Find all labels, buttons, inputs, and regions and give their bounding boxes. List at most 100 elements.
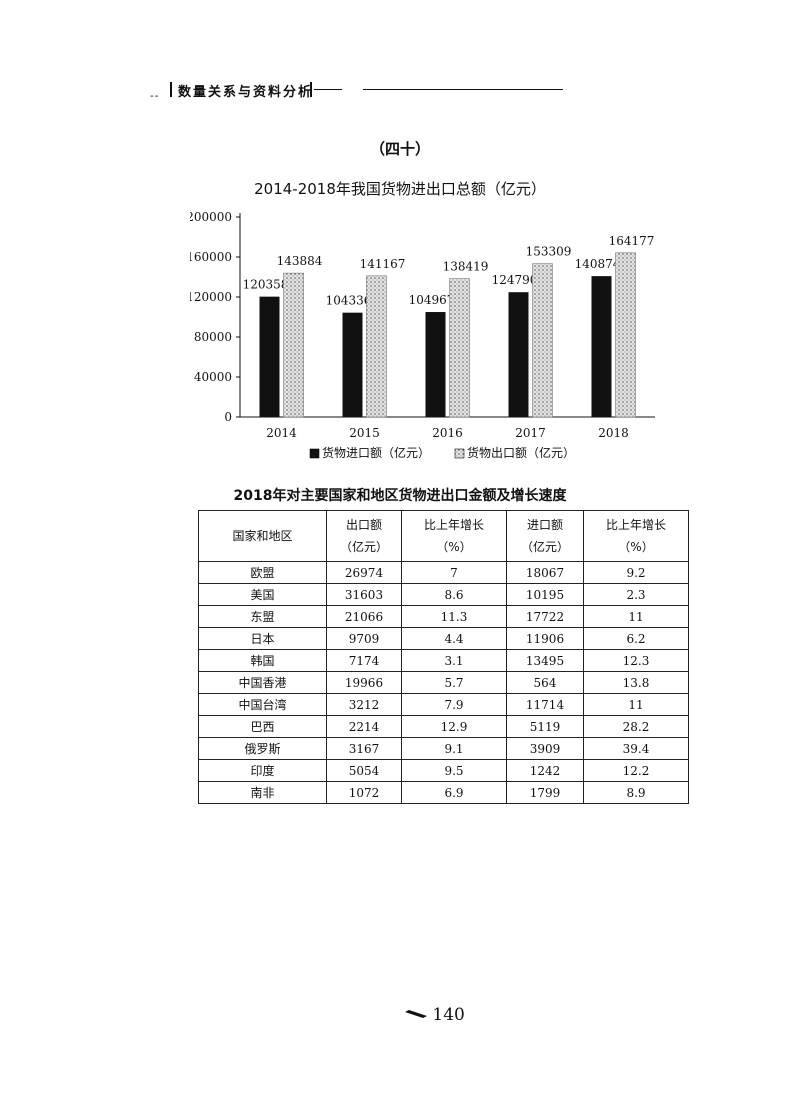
import-growth-cell: 6.2 [583,627,689,650]
import-data-label: 104967 [409,293,455,307]
header-export-growth-line1: 比上年增长 [423,518,484,532]
export-cell: 7174 [326,649,402,672]
import-cell: 564 [506,671,584,694]
page-number: 140 [405,1005,465,1025]
export-data-label: 138419 [443,260,489,274]
header-export: 出口额 （亿元） [326,510,402,562]
export-cell: 5054 [326,759,402,782]
export-growth-cell: 8.6 [401,583,507,606]
region-cell: 中国台湾 [198,693,327,716]
export-growth-cell: 7 [401,561,507,584]
y-tick-label: 40000 [194,370,232,384]
export-bar [449,278,470,418]
export-bar [615,252,636,418]
region-cell: 欧盟 [198,561,327,584]
export-bar [532,263,553,418]
export-cell: 31603 [326,583,402,606]
table-row: 中国香港 19966 5.7 564 13.8 [198,671,689,694]
import-data-label: 140874 [575,257,621,271]
region-cell: 日本 [198,627,327,650]
running-header: -- 数量关系与资料分析 [150,80,660,102]
import-bar [508,292,529,417]
import-cell: 13495 [506,649,584,672]
import-cell: 18067 [506,561,584,584]
table-row: 韩国 7174 3.1 13495 12.3 [198,649,689,672]
import-cell: 1799 [506,781,584,804]
table-row: 欧盟 26974 7 18067 9.2 [198,561,689,584]
import-growth-cell: 12.3 [583,649,689,672]
trade-table: 国家和地区 出口额 （亿元） 比上年增长 （%） 进口额 （亿元） 比上年增长 … [198,510,689,804]
export-cell: 3167 [326,737,402,760]
import-cell: 3909 [506,737,584,760]
region-cell: 南非 [198,781,327,804]
header-import: 进口额 （亿元） [506,510,584,562]
table-row: 印度 5054 9.5 1242 12.2 [198,759,689,782]
export-bar [366,275,387,418]
export-data-label: 164177 [609,234,655,248]
export-growth-cell: 11.3 [401,605,507,628]
legend-swatch-export [454,448,465,459]
export-growth-cell: 9.5 [401,759,507,782]
header-import-line2: （亿元） [520,540,569,554]
header-rule-short [314,89,342,90]
x-tick-label: 2015 [349,426,380,440]
table-row: 东盟 21066 11.3 17722 11 [198,605,689,628]
y-tick-label: 160000 [190,250,232,264]
x-tick-label: 2018 [598,426,629,440]
import-data-label: 120358 [243,278,289,292]
table-header-row: 国家和地区 出口额 （亿元） 比上年增长 （%） 进口额 （亿元） 比上年增长 … [198,510,689,562]
import-growth-cell: 13.8 [583,671,689,694]
y-tick-label: 120000 [190,290,232,304]
export-growth-cell: 6.9 [401,781,507,804]
export-growth-cell: 4.4 [401,627,507,650]
region-cell: 东盟 [198,605,327,628]
import-data-label: 104336 [326,294,372,308]
table-row: 美国 31603 8.6 10195 2.3 [198,583,689,606]
region-cell: 美国 [198,583,327,606]
header-import-growth: 比上年增长 （%） [583,510,689,562]
import-cell: 1242 [506,759,584,782]
import-bar [591,276,612,417]
export-cell: 1072 [326,781,402,804]
legend-label-export: 货物出口额（亿元） [467,445,575,460]
export-cell: 2214 [326,715,402,738]
import-cell: 17722 [506,605,584,628]
import-growth-cell: 9.2 [583,561,689,584]
x-tick-label: 2014 [266,426,297,440]
header-import-line1: 进口额 [526,518,563,532]
import-growth-cell: 39.4 [583,737,689,760]
region-cell: 俄罗斯 [198,737,327,760]
export-growth-cell: 9.1 [401,737,507,760]
y-tick-label: 0 [224,410,232,424]
import-cell: 11906 [506,627,584,650]
header-export-growth: 比上年增长 （%） [401,510,507,562]
import-bar [342,312,363,417]
x-tick-label: 2017 [515,426,546,440]
header-dashes: -- [150,89,160,102]
import-export-bar-chart: 0 40000 80000 120000 160000 200000 120358 14388… [190,210,655,460]
y-tick-label: 200000 [190,210,232,224]
header-region: 国家和地区 [198,510,327,562]
header-divider-left [170,82,172,97]
region-cell: 巴西 [198,715,327,738]
table-row: 巴西 2214 12.9 5119 28.2 [198,715,689,738]
import-data-label: 124790 [492,273,538,287]
table-row: 南非 1072 6.9 1799 8.9 [198,781,689,804]
import-bar [425,312,446,417]
export-cell: 26974 [326,561,402,584]
legend-swatch-import [309,448,320,459]
import-growth-cell: 11 [583,605,689,628]
import-growth-cell: 28.2 [583,715,689,738]
header-import-growth-line1: 比上年增长 [605,518,666,532]
header-rule-long [363,89,563,90]
export-growth-cell: 3.1 [401,649,507,672]
region-cell: 中国香港 [198,671,327,694]
export-growth-cell: 7.9 [401,693,507,716]
export-bar [283,272,304,418]
table-row: 俄罗斯 3167 9.1 3909 39.4 [198,737,689,760]
import-cell: 5119 [506,715,584,738]
import-growth-cell: 8.9 [583,781,689,804]
header-title: 数量关系与资料分析 [178,85,314,100]
legend-label-import: 货物进口额（亿元） [322,445,430,460]
table-row: 日本 9709 4.4 11906 6.2 [198,627,689,650]
